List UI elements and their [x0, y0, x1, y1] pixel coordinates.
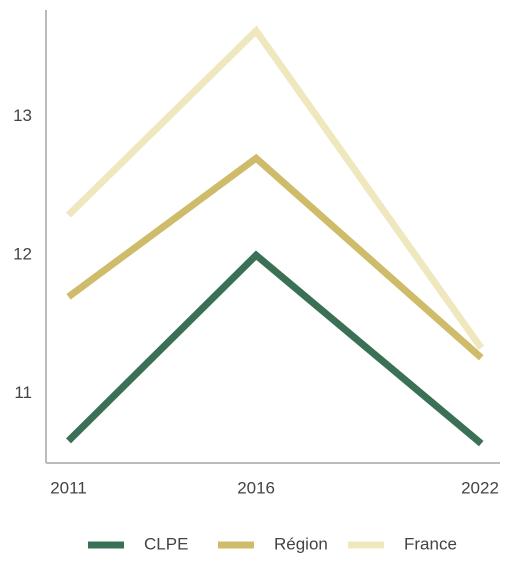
- legend-label: CLPE: [144, 534, 188, 553]
- x-tick-label: 2022: [461, 478, 499, 497]
- y-tick-label: 13: [13, 106, 32, 125]
- x-tick-label: 2011: [50, 478, 87, 497]
- y-tick-label: 11: [14, 383, 32, 402]
- series-line: [66, 153, 484, 361]
- series-line: [66, 25, 485, 351]
- series-line: [66, 250, 484, 447]
- y-tick-label: 12: [13, 245, 32, 264]
- x-tick-label: 2016: [237, 478, 275, 497]
- legend-label: France: [404, 534, 457, 553]
- legend-label: Région: [274, 534, 328, 553]
